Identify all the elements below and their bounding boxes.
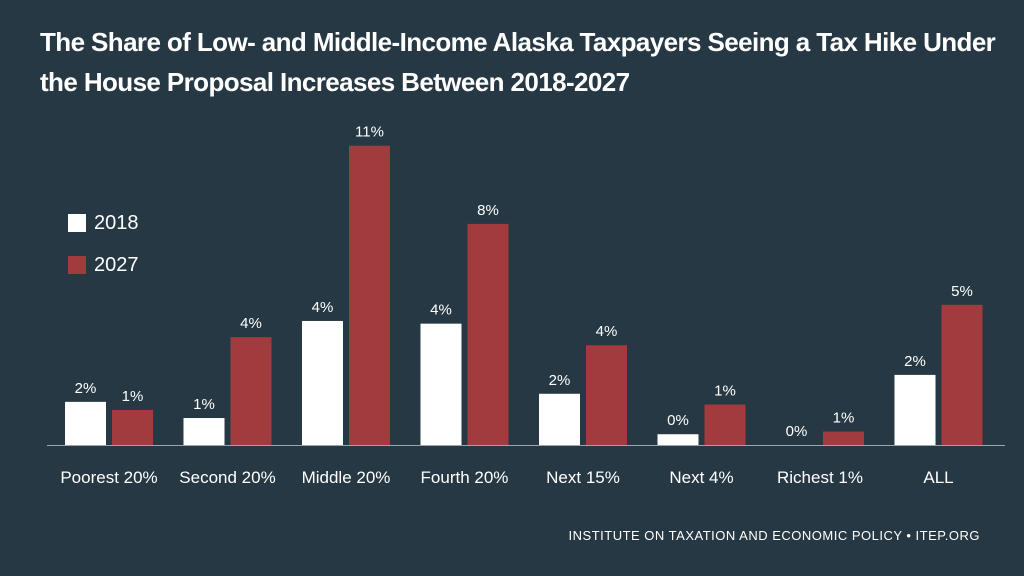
data-label-2027-5: 1% — [714, 383, 736, 400]
bar-2027-0 — [112, 409, 153, 445]
data-label-2027-1: 4% — [240, 315, 262, 332]
data-label-2018-5: 0% — [667, 412, 689, 429]
legend-label-2018: 2018 — [94, 211, 139, 234]
x-tick-label-2: Middle 20% — [302, 468, 391, 487]
data-label-2018-4: 2% — [549, 372, 571, 389]
legend-label-2027: 2027 — [94, 253, 139, 276]
data-label-2018-0: 2% — [75, 380, 97, 397]
bar-2018-0 — [65, 401, 106, 445]
x-tick-label-0: Poorest 20% — [60, 468, 157, 487]
legend-item-2018: 2018 — [68, 210, 139, 236]
bar-2027-4 — [586, 345, 627, 445]
bar-2018-5 — [657, 434, 699, 445]
x-tick-label-7: ALL — [923, 468, 953, 487]
data-label-2018-7: 2% — [904, 353, 926, 370]
data-label-2027-7: 5% — [951, 283, 973, 300]
bar-2018-3 — [420, 323, 462, 445]
x-tick-label-6: Richest 1% — [777, 468, 863, 487]
data-label-2027-3: 8% — [477, 202, 499, 219]
bar-2027-6 — [823, 431, 864, 445]
data-label-2027-6: 1% — [833, 410, 855, 427]
x-tick-label-5: Next 4% — [669, 468, 733, 487]
x-tick-label-3: Fourth 20% — [421, 468, 509, 487]
bar-2027-1 — [230, 337, 272, 445]
data-label-2027-4: 4% — [596, 323, 618, 340]
data-label-2027-2: 11% — [355, 124, 384, 141]
bar-2018-7 — [894, 374, 936, 445]
x-tick-label-1: Second 20% — [179, 468, 275, 487]
bar-2027-7 — [941, 304, 983, 445]
bar-2018-4 — [539, 393, 580, 445]
bar-2018-1 — [183, 418, 225, 445]
bar-2027-2 — [349, 145, 390, 446]
data-label-2018-1: 1% — [193, 396, 215, 413]
legend-item-2027: 2027 — [68, 252, 139, 278]
legend: 2018 2027 — [68, 210, 139, 294]
data-label-2018-2: 4% — [312, 299, 334, 316]
data-label-2018-3: 4% — [430, 302, 452, 319]
data-label-2018-6: 0% — [786, 423, 808, 440]
x-tick-label-4: Next 15% — [546, 468, 620, 487]
bar-2027-5 — [704, 404, 746, 445]
legend-swatch-2027 — [68, 256, 86, 274]
source-credit: INSTITUTE ON TAXATION AND ECONOMIC POLIC… — [568, 528, 980, 543]
bar-2027-3 — [467, 223, 509, 445]
legend-swatch-2018 — [68, 214, 86, 232]
chart-title: The Share of Low- and Middle-Income Alas… — [40, 27, 996, 97]
data-label-2027-0: 1% — [122, 388, 144, 405]
bar-2018-2 — [302, 320, 343, 445]
